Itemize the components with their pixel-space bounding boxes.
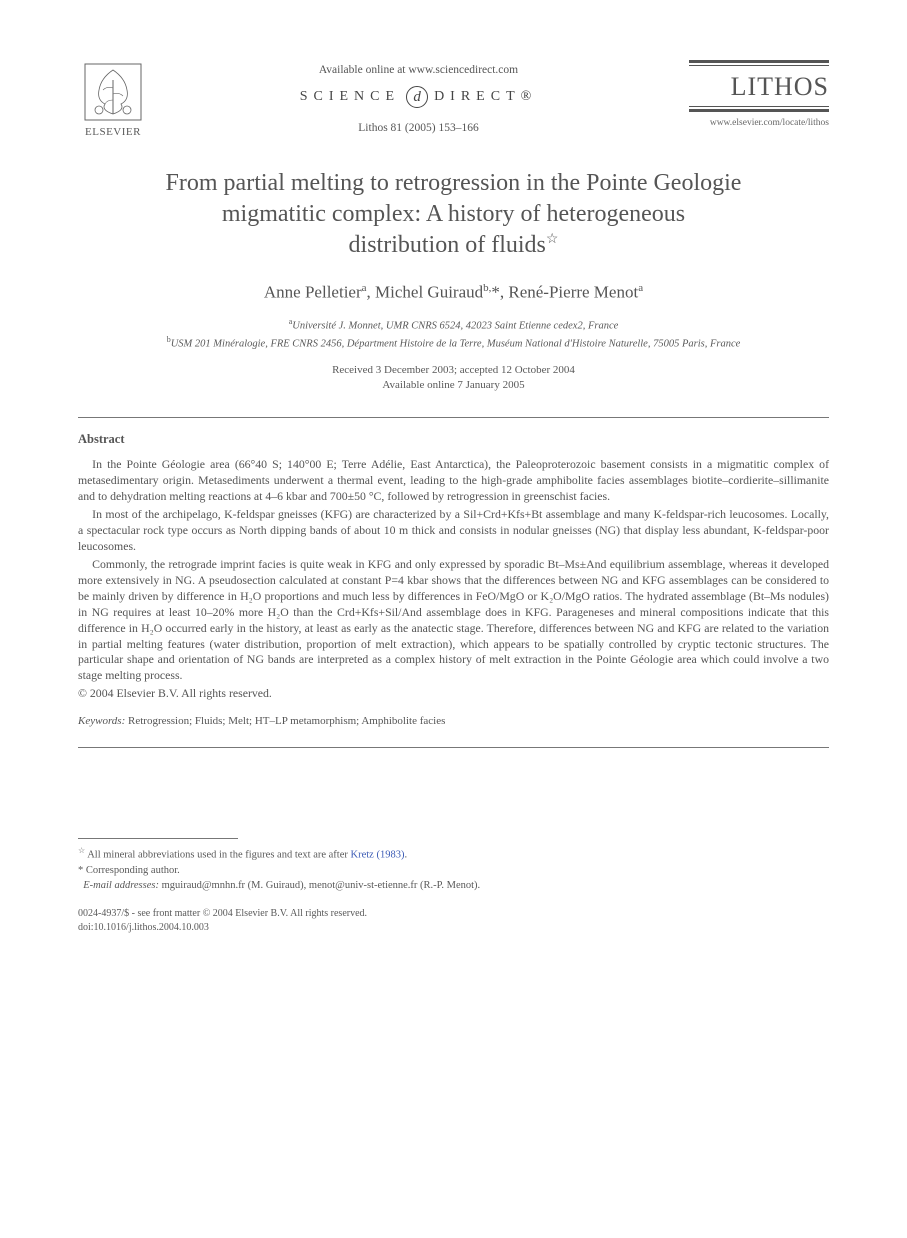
authors: Anne Pelletiera, Michel Guiraudb,*, René… (78, 282, 829, 303)
footnotes: ☆ All mineral abbreviations used in the … (78, 845, 829, 893)
footer-line-1: 0024-4937/$ - see front matter © 2004 El… (78, 907, 829, 921)
footnote-ref-link[interactable]: Kretz (1983) (351, 850, 405, 861)
journal-rule-top (689, 60, 829, 66)
copyright: © 2004 Elsevier B.V. All rights reserved… (78, 686, 829, 701)
footnote-corresponding: * Corresponding author. (78, 863, 829, 878)
sciencedirect-right: DIRECT® (434, 89, 537, 105)
elsevier-tree-icon (81, 60, 145, 124)
keywords-label: Keywords: (78, 715, 125, 727)
abstract-heading: Abstract (78, 432, 829, 447)
footnote-emails: E-mail addresses: mguiraud@mnhn.fr (M. G… (78, 878, 829, 893)
dates: Received 3 December 2003; accepted 12 Oc… (78, 363, 829, 394)
article-title: From partial melting to retrogression in… (98, 168, 809, 262)
sciencedirect-logo: SCIENCE d DIRECT® (300, 86, 538, 108)
footer-doi: doi:10.1016/j.lithos.2004.10.003 (78, 921, 829, 935)
affiliation-b: USM 201 Minéralogie, FRE CNRS 2456, Dépa… (171, 339, 741, 350)
footnote-corr-text: Corresponding author. (86, 865, 180, 876)
title-line-2: migmatitic complex: A history of heterog… (222, 201, 685, 227)
keywords-text: Retrogression; Fluids; Melt; HT–LP metam… (128, 715, 445, 727)
title-line-1: From partial melting to retrogression in… (166, 170, 742, 196)
email-label: E-mail addresses: (83, 880, 159, 891)
journal-url: www.elsevier.com/locate/lithos (689, 118, 829, 128)
citation: Lithos 81 (2005) 153–166 (148, 122, 689, 134)
sciencedirect-left: SCIENCE (300, 89, 400, 105)
abstract-paragraph: Commonly, the retrograde imprint facies … (78, 557, 829, 684)
journal-name: LITHOS (689, 72, 829, 102)
abstract-paragraph: In most of the archipelago, K-feldspar g… (78, 507, 829, 555)
available-online-text: Available online at www.sciencedirect.co… (148, 64, 689, 76)
affiliation-a: Université J. Monnet, UMR CNRS 6524, 420… (292, 321, 618, 332)
title-line-3: distribution of fluids (349, 232, 546, 258)
abstract-body: In the Pointe Géologie area (66°40 S; 14… (78, 457, 829, 684)
sciencedirect-d-icon: d (406, 86, 428, 108)
footnote-separator (78, 838, 238, 839)
abstract-paragraph: In the Pointe Géologie area (66°40 S; 14… (78, 457, 829, 505)
journal-block: LITHOS www.elsevier.com/locate/lithos (689, 60, 829, 128)
footnote-star-tail: . (404, 850, 407, 861)
email-list: mguiraud@mnhn.fr (M. Guiraud), menot@uni… (159, 880, 480, 891)
keywords-line: Keywords: Retrogression; Fluids; Melt; H… (78, 715, 829, 727)
journal-rule-bottom (689, 106, 829, 112)
title-star-icon: ☆ (546, 232, 559, 247)
abstract-top-rule (78, 417, 829, 418)
footnote-star: ☆ All mineral abbreviations used in the … (78, 845, 829, 863)
header: ELSEVIER Available online at www.science… (78, 60, 829, 140)
publisher-name: ELSEVIER (85, 126, 141, 138)
date-received: Received 3 December 2003; accepted 12 Oc… (332, 364, 575, 376)
spacer (78, 748, 829, 838)
publisher-logo: ELSEVIER (78, 60, 148, 140)
header-center: Available online at www.sciencedirect.co… (148, 60, 689, 134)
footer: 0024-4937/$ - see front matter © 2004 El… (78, 907, 829, 934)
footnote-star-text: All mineral abbreviations used in the fi… (87, 850, 350, 861)
date-online: Available online 7 January 2005 (382, 379, 524, 391)
affiliations: aUniversité J. Monnet, UMR CNRS 6524, 42… (78, 316, 829, 352)
